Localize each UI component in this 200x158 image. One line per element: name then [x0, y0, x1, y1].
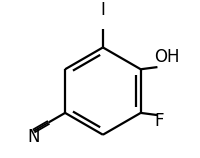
Text: N: N — [28, 128, 40, 146]
Text: F: F — [155, 112, 164, 130]
Text: OH: OH — [155, 48, 180, 66]
Text: I: I — [100, 1, 105, 19]
